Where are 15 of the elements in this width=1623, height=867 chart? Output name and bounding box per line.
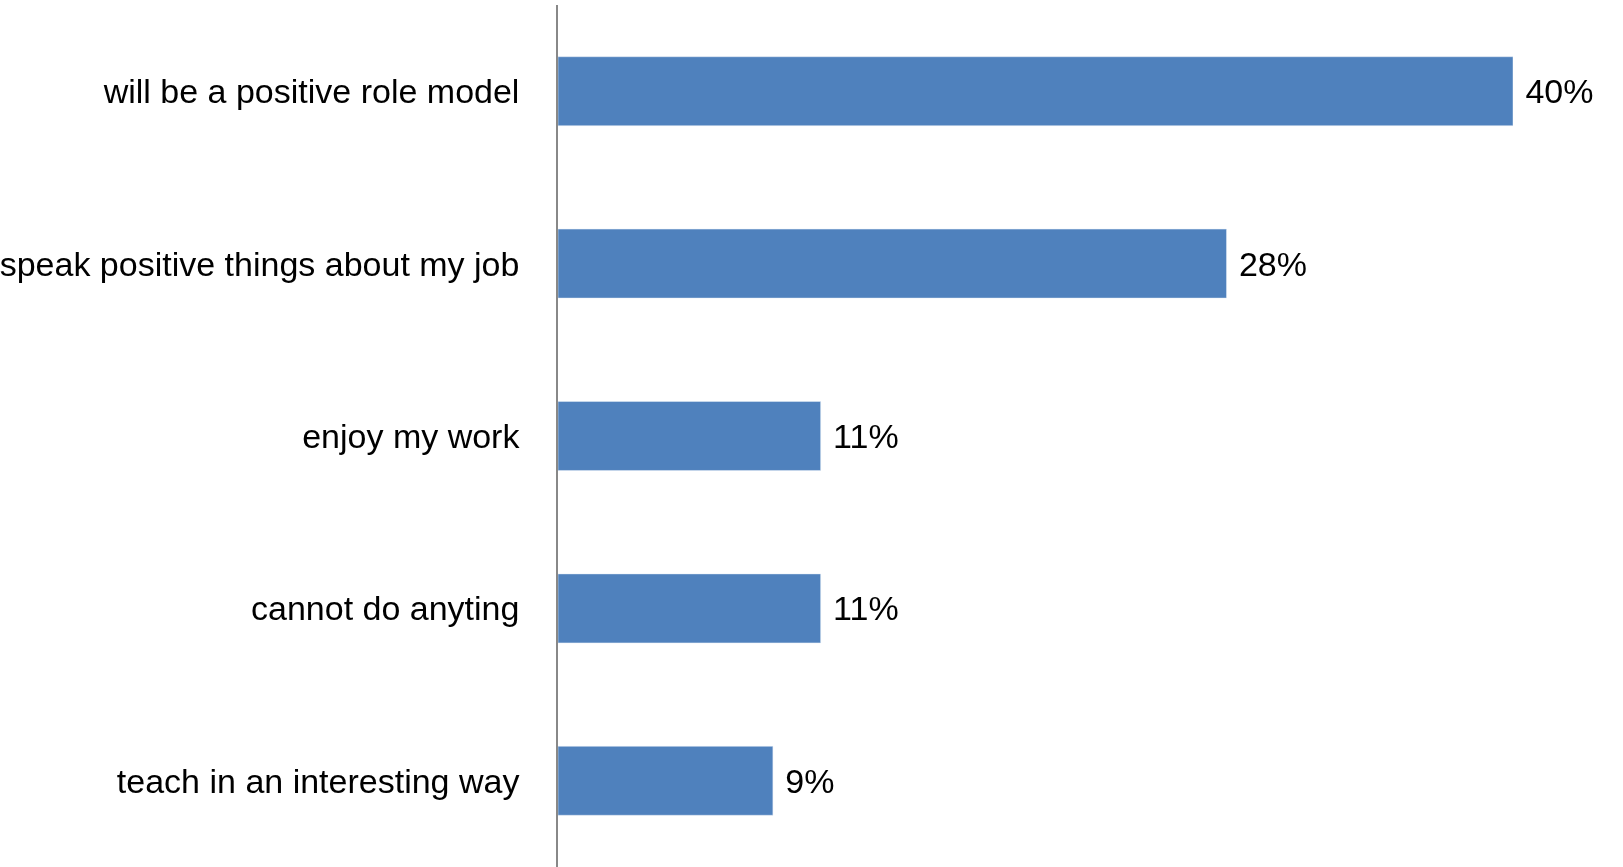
y-tick-label: speak positive things about my job — [0, 244, 520, 283]
data-label: 9% — [775, 761, 835, 800]
data-label: 28% — [1229, 244, 1307, 283]
bar — [558, 573, 821, 644]
y-tick-label: will be a positive role model — [102, 72, 520, 111]
data-label: 11% — [823, 417, 899, 455]
bar — [558, 56, 1513, 126]
data-label: 11% — [823, 589, 899, 628]
bar — [558, 401, 821, 471]
y-tick-label: teach in an interesting way — [116, 761, 520, 800]
y-tick-label: enjoy my work — [302, 416, 521, 455]
bar — [558, 746, 774, 816]
bar — [558, 228, 1227, 299]
y-tick-label: cannot do anyting — [251, 589, 520, 628]
data-label: 40% — [1516, 72, 1594, 111]
